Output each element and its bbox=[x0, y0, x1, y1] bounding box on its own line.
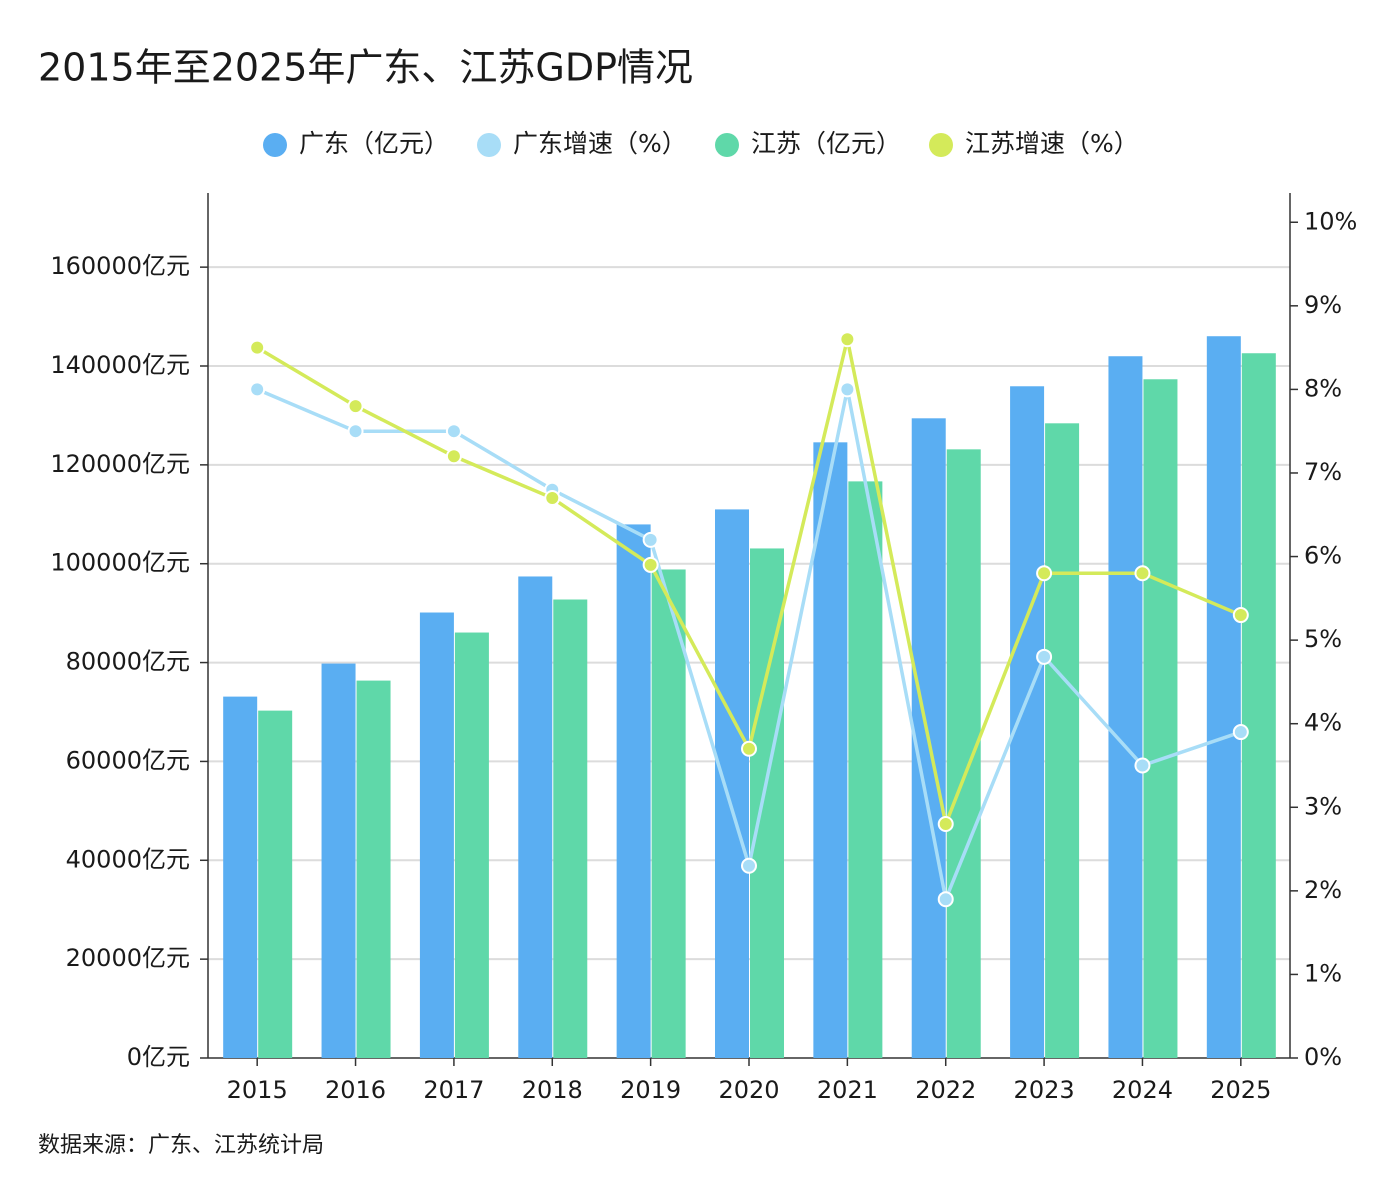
y-tick-label: 40000亿元 bbox=[66, 845, 190, 873]
bar bbox=[715, 509, 749, 1058]
line-marker bbox=[642, 556, 659, 573]
legend-marker bbox=[477, 133, 501, 157]
bar bbox=[1010, 386, 1045, 1059]
line-marker bbox=[937, 815, 954, 832]
y-tick-label: 60000亿元 bbox=[66, 746, 190, 774]
line-marker bbox=[741, 740, 757, 757]
x-tick-label: 2025 bbox=[1210, 1076, 1271, 1104]
y2-tick-label: 2% bbox=[1304, 876, 1342, 904]
bar bbox=[848, 481, 883, 1058]
bar bbox=[1143, 379, 1178, 1059]
bar bbox=[356, 680, 391, 1058]
bar bbox=[321, 663, 356, 1058]
bar bbox=[813, 442, 848, 1059]
bar bbox=[553, 599, 588, 1058]
x-tick-label: 2018 bbox=[522, 1076, 583, 1104]
line-marker bbox=[937, 891, 954, 908]
bar bbox=[651, 569, 686, 1058]
bar bbox=[1045, 423, 1080, 1058]
line-marker bbox=[1232, 724, 1249, 741]
x-tick-label: 2022 bbox=[915, 1076, 976, 1104]
line-marker bbox=[1134, 565, 1151, 582]
x-tick-label: 2019 bbox=[620, 1076, 681, 1104]
legend-marker bbox=[715, 133, 739, 157]
bar bbox=[616, 524, 651, 1058]
bar bbox=[419, 612, 454, 1058]
legend-marker bbox=[263, 133, 287, 157]
x-tick-label: 2020 bbox=[718, 1076, 779, 1104]
y-tick-label: 0亿元 bbox=[127, 1043, 190, 1071]
line-marker bbox=[544, 490, 561, 507]
line-marker bbox=[642, 531, 659, 548]
legend-label: 广东增速（%） bbox=[513, 129, 687, 158]
legend-marker bbox=[929, 133, 953, 157]
line-marker bbox=[839, 331, 856, 348]
x-tick-label: 2024 bbox=[1112, 1076, 1173, 1104]
bar bbox=[223, 696, 258, 1058]
y2-tick-label: 7% bbox=[1304, 458, 1342, 486]
y2-tick-label: 5% bbox=[1304, 625, 1342, 653]
bar bbox=[1108, 356, 1143, 1058]
line-marker bbox=[741, 857, 757, 874]
y2-tick-label: 4% bbox=[1304, 709, 1342, 737]
line-marker bbox=[249, 381, 266, 398]
y-tick-label: 160000亿元 bbox=[50, 252, 190, 280]
x-tick-label: 2023 bbox=[1014, 1076, 1075, 1104]
line-marker bbox=[445, 448, 462, 465]
line-marker bbox=[1036, 648, 1053, 665]
y2-tick-label: 1% bbox=[1304, 959, 1342, 987]
line-marker bbox=[249, 339, 266, 356]
y-tick-label: 120000亿元 bbox=[50, 450, 190, 478]
y2-tick-label: 9% bbox=[1304, 291, 1342, 319]
y-tick-label: 140000亿元 bbox=[50, 351, 190, 379]
y2-tick-label: 8% bbox=[1304, 374, 1342, 402]
y2-tick-label: 0% bbox=[1304, 1043, 1342, 1071]
bar bbox=[1241, 353, 1276, 1058]
x-tick-label: 2016 bbox=[325, 1076, 386, 1104]
legend-label: 广东（亿元） bbox=[299, 129, 449, 158]
bar bbox=[258, 710, 293, 1058]
x-tick-label: 2021 bbox=[817, 1076, 878, 1104]
line-marker bbox=[347, 398, 364, 415]
y2-tick-label: 6% bbox=[1304, 542, 1342, 570]
line-marker bbox=[839, 381, 856, 398]
bar bbox=[1206, 336, 1241, 1058]
y-tick-label: 100000亿元 bbox=[50, 549, 190, 577]
legend-label: 江苏增速（%） bbox=[965, 129, 1139, 158]
bar bbox=[518, 576, 553, 1058]
legend-label: 江苏（亿元） bbox=[751, 129, 901, 158]
line-marker bbox=[1036, 565, 1053, 582]
bar bbox=[946, 449, 981, 1058]
x-tick-label: 2015 bbox=[227, 1076, 288, 1104]
source-note: 数据来源：广东、江苏统计局 bbox=[38, 1133, 324, 1158]
line-marker bbox=[1232, 607, 1249, 624]
x-tick-label: 2017 bbox=[423, 1076, 484, 1104]
bar bbox=[454, 632, 489, 1058]
y-tick-label: 20000亿元 bbox=[66, 944, 190, 972]
y2-tick-label: 3% bbox=[1304, 792, 1342, 820]
line-marker bbox=[1134, 757, 1151, 774]
chart-title: 2015年至2025年广东、江苏GDP情况 bbox=[38, 46, 693, 90]
y2-tick-label: 10% bbox=[1304, 207, 1357, 235]
line-marker bbox=[347, 423, 364, 440]
line-marker bbox=[445, 423, 462, 440]
y-tick-label: 80000亿元 bbox=[66, 648, 190, 676]
